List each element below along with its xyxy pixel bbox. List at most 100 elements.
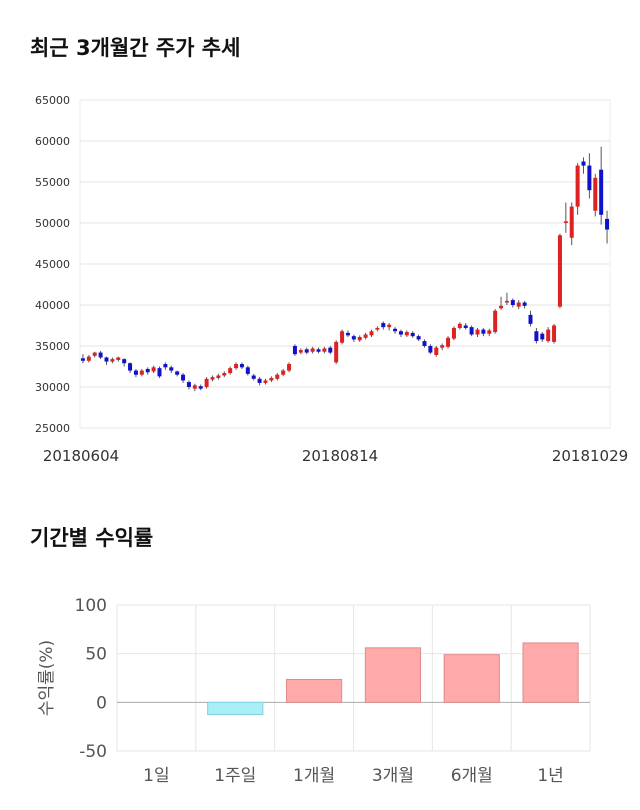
price-chart-title: 최근 3개월간 주가 추세 — [30, 36, 241, 60]
return-bar-3 — [285, 678, 343, 703]
candle-down — [292, 346, 297, 355]
y-tick-label: 60000 — [35, 135, 70, 148]
candle-up — [552, 325, 557, 342]
candle-down — [398, 331, 403, 335]
candle-down — [80, 358, 85, 361]
candle-down — [605, 218, 610, 230]
candle-down — [599, 169, 604, 215]
y-tick-label: 50 — [85, 645, 107, 665]
candle-down — [534, 331, 539, 342]
candle-up — [387, 324, 392, 328]
candle-up — [92, 352, 97, 356]
candle-up — [593, 177, 598, 211]
candle-down — [186, 382, 191, 387]
x-tick-label: 1개월 — [293, 766, 335, 786]
candle-down — [251, 375, 256, 379]
y-tick-label: -50 — [79, 742, 107, 762]
candle-up — [334, 341, 339, 363]
candle-up — [575, 165, 580, 207]
candle-up — [86, 356, 91, 361]
candle-up — [275, 374, 280, 379]
y-axis-label: 수익률(%) — [37, 640, 57, 716]
y-tick-label: 35000 — [35, 340, 70, 353]
candle-down — [104, 357, 109, 362]
candle-up — [139, 370, 144, 375]
candle-down — [422, 341, 427, 346]
y-tick-label: 40000 — [35, 299, 70, 312]
candle-up — [557, 235, 562, 307]
candle-down — [587, 165, 592, 191]
candle-up — [310, 348, 315, 352]
candle-up — [369, 331, 374, 336]
y-tick-label: 30000 — [35, 381, 70, 394]
candle-down — [163, 364, 168, 368]
y-tick-label: 55000 — [35, 176, 70, 189]
candle-up — [487, 330, 492, 334]
candle-down — [257, 378, 262, 383]
x-tick-label: 1주일 — [214, 766, 256, 786]
x-tick-label: 20181029 — [552, 447, 628, 465]
return-bar-6 — [522, 642, 579, 703]
candle-down — [245, 367, 250, 374]
candle-up — [404, 332, 409, 336]
candle-up — [440, 345, 445, 348]
candle-up — [475, 329, 480, 335]
candle-up — [234, 364, 239, 369]
x-tick-label: 3개월 — [372, 766, 414, 786]
candle-up — [204, 378, 209, 387]
candle-up — [263, 380, 268, 383]
candle-down — [198, 386, 203, 389]
candle-down — [416, 336, 421, 340]
candlestick-chart: 25000 30000 35000 40000 45000 50000 55000 60000… — [35, 94, 628, 465]
candle-down — [381, 323, 386, 328]
candle-down — [510, 300, 515, 305]
candle-down — [528, 314, 533, 324]
candle-up — [546, 329, 551, 342]
candle-up — [563, 221, 568, 223]
candle-up — [287, 364, 292, 371]
candle-up — [222, 373, 227, 376]
candle-up — [228, 368, 233, 374]
x-tick-label: 20180814 — [302, 447, 378, 465]
candle-down — [122, 359, 127, 364]
y-tick-label: 45000 — [35, 258, 70, 271]
candle-down — [157, 368, 162, 377]
candle-up — [569, 206, 574, 238]
candle-up — [375, 327, 380, 330]
candle-down — [328, 347, 333, 353]
candle-down — [522, 302, 527, 306]
candle-down — [410, 332, 415, 337]
candle-up — [281, 370, 286, 375]
candle-down — [181, 374, 186, 381]
candle-down — [239, 364, 244, 368]
candle-up — [322, 348, 327, 352]
y-tick-label: 50000 — [35, 217, 70, 230]
candle-up — [269, 377, 274, 381]
candle-down — [304, 349, 309, 353]
candle-up — [457, 323, 462, 328]
candle-up — [363, 334, 368, 338]
candle-up — [357, 336, 362, 341]
candle-up — [298, 350, 303, 353]
y-tick-label: 25000 — [35, 422, 70, 435]
candle-down — [345, 332, 350, 336]
y-tick-label: 0 — [96, 693, 107, 713]
x-tick-label: 1일 — [143, 766, 169, 786]
candle-up — [151, 367, 156, 372]
return-bar-4 — [364, 647, 422, 703]
candle-up — [451, 327, 456, 339]
x-tick-label: 1년 — [537, 766, 563, 786]
candle-up — [116, 357, 121, 360]
candle-down — [169, 367, 174, 371]
candle-down — [463, 325, 468, 328]
candle-down — [175, 371, 180, 375]
candle-up — [493, 310, 498, 333]
candle-down — [540, 333, 545, 340]
candle-down — [393, 328, 398, 332]
x-tick-label: 6개월 — [451, 766, 493, 786]
candle-down — [316, 349, 321, 352]
candle-up — [110, 359, 115, 362]
candle-down — [98, 352, 103, 358]
candle-down — [145, 368, 150, 373]
